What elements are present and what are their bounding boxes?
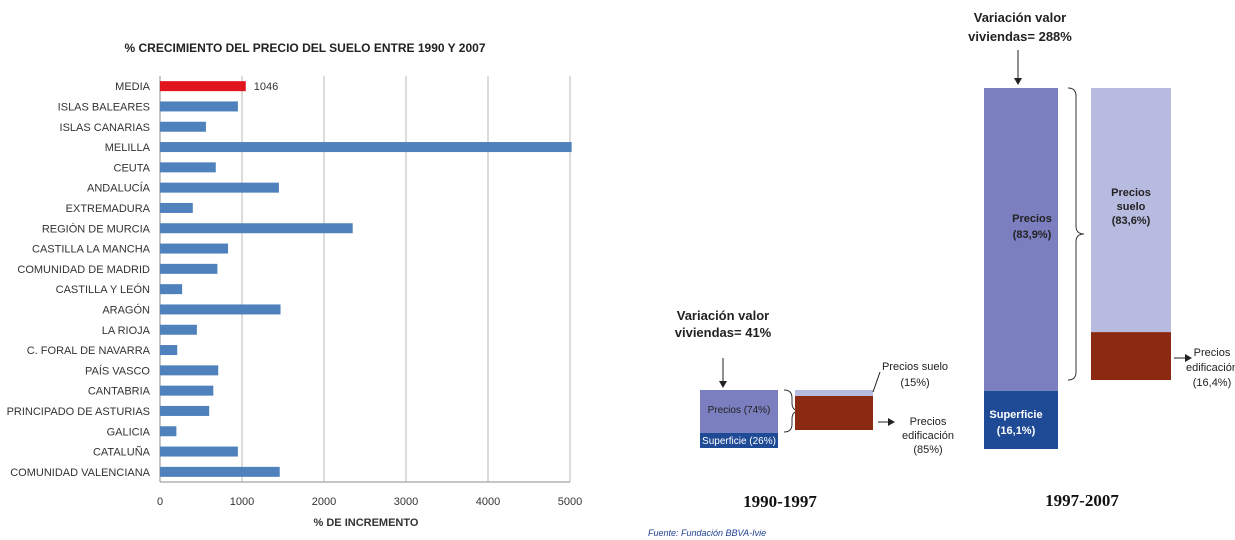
suelo-bar-1997: [1091, 88, 1171, 333]
superficie-bar-1990: [700, 432, 778, 448]
edificacion-label-1997: Precios: [1194, 347, 1231, 359]
headline-1997: Variación valor: [974, 10, 1067, 25]
headline-1990: viviendas= 41%: [675, 325, 772, 340]
bar: [160, 324, 197, 335]
category-label: MEDIA: [115, 81, 151, 93]
period-label-1997: 1997-2007: [1045, 491, 1119, 510]
category-label: GALICIA: [107, 426, 151, 438]
edificacion-label-1997: (16,4%): [1193, 377, 1232, 389]
category-label: CEUTA: [114, 162, 151, 174]
bar-media: [160, 81, 246, 92]
precios-bar-1990: [700, 390, 778, 433]
headline-arrow-1990-head: [719, 381, 727, 388]
superficie-bar-1997: [984, 390, 1058, 449]
suelo-label-1997: Precios: [1111, 187, 1151, 199]
category-label: REGIÓN DE MURCIA: [42, 222, 151, 235]
edificacion-label-1990: (85%): [913, 444, 942, 456]
precios-label-1997: (83,9%): [1013, 229, 1052, 241]
x-tick-label: 3000: [394, 496, 418, 508]
category-label: MELILLA: [105, 142, 151, 154]
category-label: COMUNIDAD VALENCIANA: [10, 467, 150, 479]
bar: [160, 304, 281, 315]
category-labels: MEDIA ISLAS BALEARES ISLAS CANARIAS MELILLA…: [7, 81, 151, 479]
category-label: CASTILLA LA MANCHA: [32, 244, 151, 256]
category-label: COMUNIDAD DE MADRID: [17, 264, 150, 276]
brace-1997: [1067, 87, 1085, 381]
suelo-label-1990: Precios suelo: [882, 361, 948, 373]
bar: [160, 365, 219, 376]
bar: [160, 121, 206, 132]
edificacion-bar-1990: [795, 396, 873, 430]
bar: [160, 345, 178, 356]
superficie-label-1990: Superficie (26%): [702, 436, 776, 447]
edificacion-arrow-1997-head: [1185, 354, 1192, 362]
bar: [160, 466, 280, 477]
x-tick-label: 4000: [476, 496, 500, 508]
suelo-bar-1990: [795, 390, 873, 396]
precios-bar-1997: [984, 88, 1058, 391]
x-tick-label: 1000: [230, 496, 254, 508]
edificacion-bar-1997: [1091, 332, 1171, 380]
category-label: ANDALUCÍA: [87, 182, 151, 195]
bar: [160, 243, 229, 254]
bar: [160, 182, 279, 193]
precios-label-1990: Precios (74%): [708, 405, 771, 416]
bar-chart: % CRECIMIENTO DEL PRECIO DEL SUELO ENTRE…: [7, 41, 583, 529]
bar: [160, 405, 210, 416]
category-label: LA RIOJA: [102, 325, 151, 337]
period-label-1990: 1990-1997: [743, 492, 817, 511]
source-note: Fuente: Fundación BBVA-Ivie: [648, 528, 766, 538]
edificacion-label-1990: Precios: [910, 416, 947, 428]
bar: [160, 385, 214, 396]
superficie-label-1997: Superficie: [989, 409, 1042, 421]
category-label: CATALUÑA: [93, 446, 151, 459]
x-axis-label: % DE INCREMENTO: [314, 517, 419, 529]
decomposition-chart: Precios (74%) Superficie (26%) Precios sue…: [675, 10, 1235, 511]
category-label: ISLAS BALEARES: [58, 101, 150, 113]
bars: [160, 81, 572, 477]
data-label: 1046: [254, 81, 278, 93]
category-label: CANTABRIA: [88, 386, 151, 398]
bar: [160, 284, 183, 295]
chart-title: % CRECIMIENTO DEL PRECIO DEL SUELO ENTRE…: [124, 41, 485, 55]
bar: [160, 223, 353, 234]
category-label: ISLAS CANARIAS: [60, 122, 150, 134]
headline-1990: Variación valor: [677, 308, 770, 323]
suelo-arrow-1990: [872, 371, 881, 393]
category-label: ARAGÓN: [102, 303, 150, 316]
category-label: PAÍS VASCO: [85, 364, 150, 377]
x-tick-label: 5000: [558, 496, 582, 508]
data-labels: 1046: [254, 81, 278, 93]
suelo-label-1990: (15%): [900, 377, 929, 389]
x-tick-labels: 0 1000 2000 3000 4000 5000: [157, 496, 582, 508]
category-label: CASTILLA Y LEÓN: [56, 283, 150, 296]
precios-label-1997: Precios: [1012, 213, 1052, 225]
headline-arrow-1997-head: [1014, 78, 1022, 85]
category-label: C. FORAL DE NAVARRA: [27, 345, 151, 357]
bar: [160, 101, 238, 112]
suelo-label-1997: (83,6%): [1112, 215, 1151, 227]
headline-1997: viviendas= 288%: [968, 29, 1072, 44]
x-tick-label: 0: [157, 496, 163, 508]
suelo-label-1997: suelo: [1117, 201, 1146, 213]
bar: [160, 446, 238, 457]
gridlines: [159, 76, 571, 483]
bar: [160, 263, 218, 274]
edificacion-label-1990: edificación: [902, 430, 954, 442]
bar: [160, 202, 193, 213]
category-label: PRINCIPADO DE ASTURIAS: [7, 406, 150, 418]
edificacion-arrow-1990-head: [888, 418, 895, 426]
edificacion-label-1997: edificación: [1186, 362, 1235, 374]
bar: [160, 162, 216, 173]
category-label: EXTREMADURA: [66, 203, 151, 215]
superficie-label-1997: (16,1%): [997, 425, 1036, 437]
bar: [160, 426, 177, 437]
bar: [160, 142, 572, 153]
x-tick-label: 2000: [312, 496, 336, 508]
